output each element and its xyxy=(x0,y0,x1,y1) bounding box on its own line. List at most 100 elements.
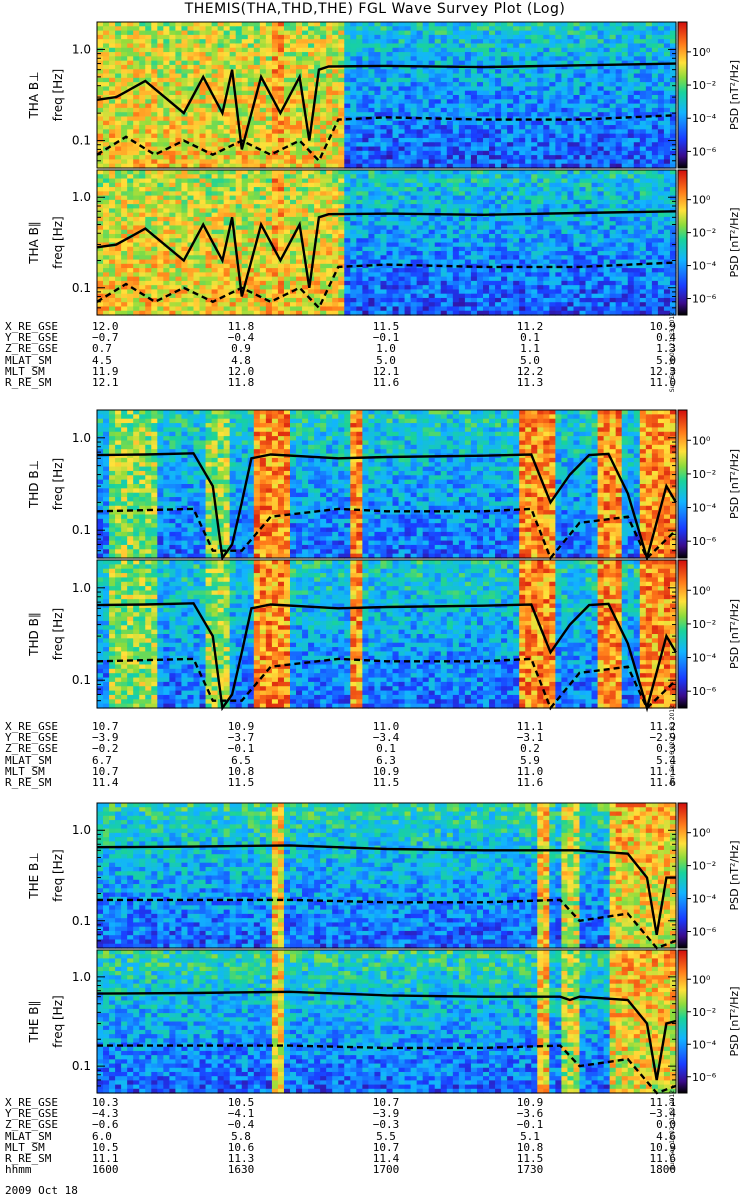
spectrogram-cell xyxy=(368,129,376,135)
spectrogram-cell xyxy=(561,64,569,70)
spectrogram-cell xyxy=(386,187,394,192)
spectrogram-cell xyxy=(199,297,207,303)
spectrogram-cell xyxy=(283,229,291,235)
spectrogram-cell xyxy=(374,155,382,161)
spectrogram-cell xyxy=(615,150,623,156)
spectrogram-cell xyxy=(241,306,249,312)
spectrogram-cell xyxy=(139,159,146,165)
spectrogram-cell xyxy=(247,199,255,205)
spectrogram-cell xyxy=(380,86,388,92)
spectrogram-cell xyxy=(163,182,170,188)
spectrogram-cell xyxy=(434,82,442,88)
spectrogram-cell xyxy=(380,246,388,252)
spectrogram-cell xyxy=(271,216,279,222)
spectrogram-cell xyxy=(127,125,134,130)
spectrogram-cell xyxy=(253,103,261,109)
spectrogram-cell xyxy=(386,73,394,79)
spectrogram-cell xyxy=(199,64,207,70)
spectrogram-cell xyxy=(97,86,104,92)
spectrogram-cell xyxy=(549,95,556,100)
spectrogram-cell xyxy=(464,22,472,27)
spectrogram-cell xyxy=(283,204,291,209)
spectrogram-cell xyxy=(211,103,219,109)
spectrogram-cell xyxy=(657,137,665,143)
spectrogram-cell xyxy=(277,116,285,122)
spectrogram-cell xyxy=(290,129,297,135)
spectrogram-cell xyxy=(145,170,152,175)
spectrogram-cell xyxy=(531,95,538,100)
spectrogram-cell xyxy=(157,225,164,231)
spectrogram-cell xyxy=(446,146,454,152)
spectrogram-cell xyxy=(109,212,116,218)
spectrogram-cell xyxy=(271,34,279,40)
spectrogram-cell xyxy=(277,120,285,126)
spectrogram-cell xyxy=(368,47,376,53)
spectrogram-cell xyxy=(320,229,327,235)
spectrogram-cell xyxy=(350,129,357,135)
spectrogram-cell xyxy=(392,30,400,36)
spectrogram-cell xyxy=(476,142,484,148)
spectrogram-cell xyxy=(495,73,502,79)
spectrogram-cell xyxy=(283,187,291,192)
spectrogram-cell xyxy=(597,129,605,135)
spectrogram-cell xyxy=(615,125,623,130)
spectrogram-cell xyxy=(410,146,418,152)
spectrogram-cell xyxy=(338,146,345,152)
spectrogram-cell xyxy=(483,129,490,135)
spectrogram-cell xyxy=(187,187,195,192)
spectrogram-cell xyxy=(157,56,164,62)
spectrogram-cell xyxy=(380,225,388,231)
spectrogram-cell xyxy=(350,251,357,256)
spectrogram-cell xyxy=(422,43,430,49)
spectrogram-cell xyxy=(356,238,363,244)
spectrogram-cell xyxy=(241,263,249,269)
spectrogram-cell xyxy=(513,99,520,105)
spectrogram-cell xyxy=(229,150,237,156)
spectrogram-cell xyxy=(271,56,279,62)
spectrogram-cell xyxy=(338,26,345,32)
spectrogram-cell xyxy=(410,159,418,165)
spectrogram-cell xyxy=(151,82,158,88)
spectrogram-cell xyxy=(247,238,255,244)
spectrogram-cell xyxy=(193,293,201,299)
spectrogram-cell xyxy=(507,90,514,96)
spectrogram-cell xyxy=(211,204,219,209)
spectrogram-cell xyxy=(579,69,587,75)
spectrogram-cell xyxy=(507,146,514,152)
spectrogram-cell xyxy=(247,90,255,96)
spectrogram-cell xyxy=(422,133,430,139)
spectrogram-cell xyxy=(627,69,635,75)
spectrogram-cell xyxy=(145,199,152,205)
spectrogram-cell xyxy=(157,229,164,235)
spectrogram-cell xyxy=(392,187,400,192)
spectrogram-cell xyxy=(109,77,116,83)
spectrogram-cell xyxy=(290,229,297,235)
spectrogram-cell xyxy=(585,73,593,79)
spectrogram-cell xyxy=(428,99,436,105)
spectrogram-cell xyxy=(308,289,315,295)
spectrogram-cell xyxy=(356,159,363,165)
spectrogram-cell xyxy=(483,39,490,45)
spectrogram-cell xyxy=(621,64,629,70)
spectrogram-cell xyxy=(314,293,321,299)
spectrogram-cell xyxy=(537,73,544,79)
spectrogram-cell xyxy=(277,293,285,299)
spectrogram-cell xyxy=(645,43,653,49)
spectrogram-cell xyxy=(350,221,357,227)
spectrogram-cell xyxy=(434,77,442,83)
spectrogram-cell xyxy=(211,82,219,88)
spectrogram-cell xyxy=(344,99,351,105)
spectrogram-cell xyxy=(283,182,291,188)
spectrogram-cell xyxy=(368,52,376,57)
spectrogram-cell xyxy=(555,39,563,45)
spectrogram-cell xyxy=(247,272,255,278)
spectrogram-cell xyxy=(585,86,593,92)
spectrogram-cell xyxy=(362,302,370,308)
spectrogram-cell xyxy=(513,107,520,113)
spectrogram-cell xyxy=(115,306,122,312)
spectrogram-cell xyxy=(283,150,291,156)
spectrogram-cell xyxy=(332,238,339,244)
spectrogram-cell xyxy=(241,103,249,109)
spectrogram-cell xyxy=(296,280,303,286)
spectrogram-cell xyxy=(440,39,448,45)
